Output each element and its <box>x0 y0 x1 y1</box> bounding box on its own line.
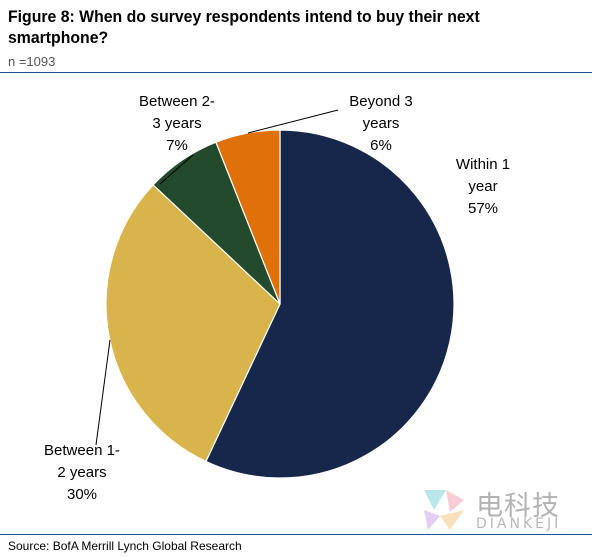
bottom-rule <box>0 534 592 535</box>
watermark-latin-text: DIANKEJI <box>476 516 562 532</box>
slice-label-4: Beyond 3 years 6% <box>349 93 412 154</box>
leader-line-3 <box>159 154 194 185</box>
watermark: 电科技 DIANKEJI <box>420 484 592 536</box>
pie-slice-1 <box>205 129 455 479</box>
slice-label-2: Between 1-2 years 30% <box>44 442 120 503</box>
leader-line-2 <box>95 339 111 446</box>
watermark-logo-icon <box>424 490 464 530</box>
leader-line-4 <box>247 109 339 134</box>
top-rule <box>0 72 592 73</box>
source-note: Source: BofA Merrill Lynch Global Resear… <box>8 539 242 553</box>
sample-size-note: n =1093 <box>8 54 56 69</box>
pie-slice-2 <box>105 184 281 463</box>
slice-label-1: Within 1 year 57% <box>456 156 510 217</box>
slice-label-3: Between 2-3 years 7% <box>139 93 215 154</box>
pie-slice-4 <box>215 129 281 305</box>
watermark-chinese-text: 电科技 <box>476 491 560 522</box>
chart-title: Figure 8: When do survey respondents int… <box>8 7 480 47</box>
